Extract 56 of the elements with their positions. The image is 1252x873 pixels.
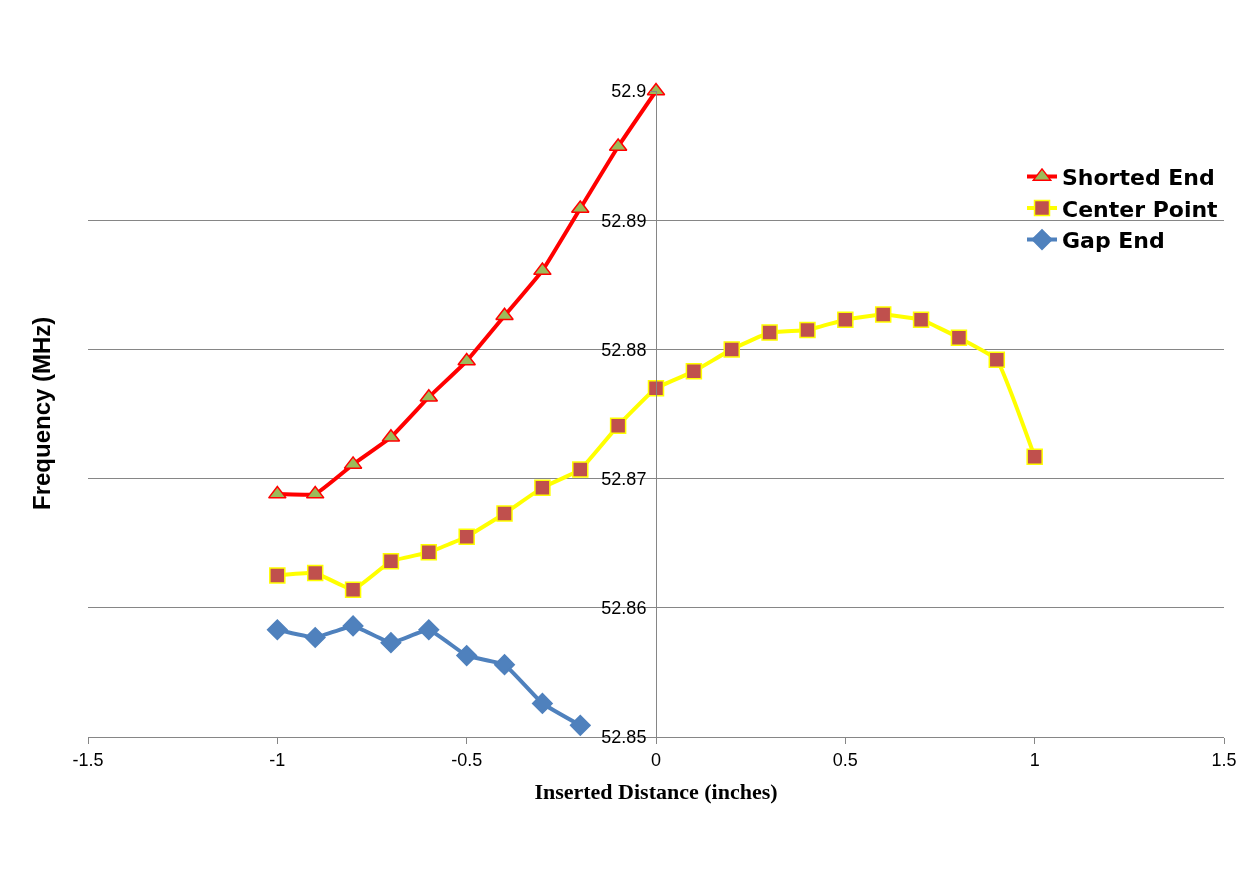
x-tick-label: 1.5 [1211, 749, 1237, 770]
point [495, 307, 514, 321]
point [458, 528, 475, 545]
point [269, 567, 286, 584]
legend-label: Gap End [1062, 228, 1165, 254]
x-axis-title: Inserted Distance (inches) [534, 779, 778, 805]
point [609, 417, 627, 434]
point [420, 543, 438, 561]
point [496, 505, 513, 522]
point [304, 627, 326, 649]
point [570, 200, 590, 214]
y-axis-title: Frequency (MHz) [28, 316, 56, 511]
legend-label: Center Point [1062, 196, 1219, 222]
point [837, 311, 854, 328]
y-tick-label: 52.87 [601, 468, 647, 489]
point [419, 388, 439, 402]
point [457, 352, 477, 366]
point [761, 324, 778, 341]
point [267, 485, 287, 499]
point [456, 645, 478, 667]
point [950, 329, 968, 347]
x-tick-label: -0.5 [451, 749, 483, 770]
point [608, 138, 628, 152]
y-tick-label: 52.86 [601, 598, 647, 619]
point [342, 615, 364, 637]
point [723, 341, 740, 358]
point [874, 306, 892, 323]
x-tick-label: -1.5 [72, 749, 104, 770]
point [266, 619, 288, 641]
x-tick-label: 1 [1029, 749, 1040, 770]
point [494, 654, 516, 676]
point [532, 262, 552, 276]
point [380, 632, 402, 654]
x-tick-label: 0.5 [832, 749, 858, 770]
point [572, 461, 589, 478]
y-tick-label: 52.88 [601, 339, 647, 360]
y-tick-label: 52.9 [611, 81, 647, 102]
point [685, 363, 703, 380]
point [912, 311, 930, 328]
point [306, 564, 324, 582]
y-tick-label: 52.85 [601, 727, 647, 748]
point [418, 619, 440, 641]
point [531, 692, 553, 714]
point [569, 714, 591, 736]
y-tick-label: 52.89 [601, 210, 647, 231]
point [534, 479, 551, 496]
point [1026, 448, 1043, 465]
x-tick-label: -1 [269, 749, 286, 770]
point [344, 581, 362, 598]
point [799, 321, 816, 339]
point [646, 82, 666, 96]
point [382, 553, 400, 570]
point [305, 485, 325, 499]
point [988, 351, 1006, 368]
legend-label: Shorted End [1062, 164, 1215, 190]
x-tick-label: 0 [650, 749, 662, 770]
